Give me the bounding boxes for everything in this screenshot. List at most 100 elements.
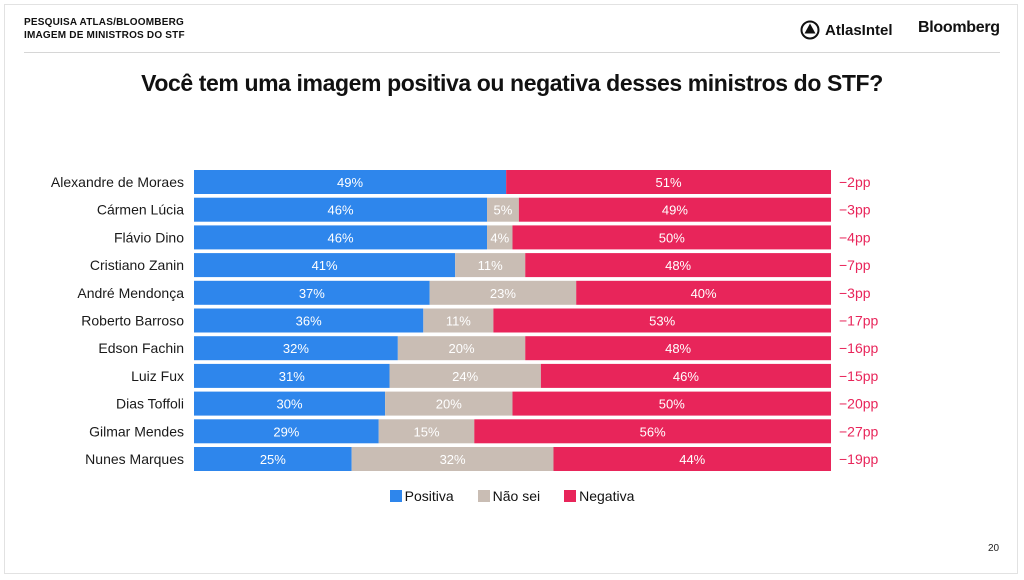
- bar-segment-positiva-nunes-marques: [194, 447, 352, 471]
- category-label-luiz-fux: Luiz Fux: [131, 368, 184, 384]
- survey-topic: IMAGEM DE MINISTROS DO STF: [24, 30, 185, 41]
- bar-segment-positiva-alexandre-de-moraes: [194, 170, 507, 194]
- data-label-nao-sei-carmen-lucia: 5%: [494, 203, 513, 218]
- net-label-flavio-dino: −4pp: [839, 229, 871, 245]
- data-label-positiva-carmen-lucia: 46%: [327, 203, 353, 218]
- bar-segment-negativa-flavio-dino: [512, 225, 831, 250]
- data-label-positiva-andre-mendonca: 37%: [299, 286, 325, 301]
- data-label-negativa-flavio-dino: 50%: [659, 230, 685, 245]
- data-label-negativa-andre-mendonca: 40%: [691, 286, 717, 301]
- bar-segment-nao-sei-andre-mendonca: [429, 280, 577, 305]
- data-label-negativa-roberto-barroso: 53%: [649, 314, 675, 329]
- bar-segment-nao-sei-edson-fachin: [397, 336, 526, 361]
- legend-item-nao-sei: Não sei: [477, 488, 541, 504]
- bar-segment-negativa-luiz-fux: [540, 363, 831, 388]
- bar-segment-positiva-flavio-dino: [194, 225, 488, 250]
- category-label-flavio-dino: Flávio Dino: [114, 229, 184, 245]
- data-label-positiva-flavio-dino: 46%: [327, 230, 353, 245]
- data-label-nao-sei-nunes-marques: 32%: [440, 452, 466, 467]
- category-label-gilmar-mendes: Gilmar Mendes: [89, 423, 184, 439]
- data-label-negativa-nunes-marques: 44%: [679, 452, 705, 467]
- data-label-nao-sei-gilmar-mendes: 15%: [413, 424, 439, 439]
- category-label-dias-toffoli: Dias Toffoli: [116, 396, 184, 412]
- category-label-roberto-barroso: Roberto Barroso: [81, 313, 184, 329]
- category-label-alexandre-de-moraes: Alexandre de Moraes: [51, 174, 184, 190]
- atlasintel-logo: AtlasIntel: [800, 18, 893, 42]
- bar-segment-nao-sei-cristiano-zanin: [455, 253, 526, 278]
- bar-segment-negativa-carmen-lucia: [518, 197, 831, 222]
- bar-segment-positiva-dias-toffoli: [194, 391, 386, 416]
- data-label-negativa-cristiano-zanin: 48%: [665, 258, 691, 273]
- category-label-andre-mendonca: André Mendonça: [77, 285, 184, 301]
- bar-segment-negativa-roberto-barroso: [493, 308, 831, 333]
- data-label-positiva-gilmar-mendes: 29%: [273, 424, 299, 439]
- category-label-nunes-marques: Nunes Marques: [85, 451, 184, 467]
- atlasintel-mark-icon: [800, 20, 820, 40]
- slide-frame: [4, 4, 1018, 574]
- legend-swatch-negativa: [564, 490, 577, 502]
- data-label-positiva-nunes-marques: 25%: [260, 452, 286, 467]
- bar-segment-positiva-roberto-barroso: [194, 308, 424, 333]
- net-label-nunes-marques: −19pp: [839, 451, 879, 467]
- bar-segment-nao-sei-gilmar-mendes: [378, 419, 475, 444]
- page-number: 20: [988, 543, 1000, 554]
- bar-segment-negativa-andre-mendonca: [576, 280, 831, 305]
- data-label-negativa-luiz-fux: 46%: [673, 369, 699, 384]
- legend-label-positiva: Positiva: [404, 488, 454, 504]
- data-label-negativa-gilmar-mendes: 56%: [640, 424, 666, 439]
- data-label-positiva-edson-fachin: 32%: [283, 341, 309, 356]
- net-label-luiz-fux: −15pp: [839, 368, 879, 384]
- chart-title: Você tem uma imagem positiva ou negativa…: [141, 70, 883, 96]
- bar-segment-positiva-gilmar-mendes: [194, 419, 379, 444]
- data-label-negativa-alexandre-de-moraes: 51%: [656, 175, 682, 190]
- legend-swatch-nao-sei: [477, 490, 490, 502]
- bloomberg-logo: Bloomberg: [918, 19, 1000, 36]
- net-label-edson-fachin: −16pp: [839, 340, 879, 356]
- net-label-cristiano-zanin: −7pp: [839, 257, 871, 273]
- bar-segment-positiva-andre-mendonca: [194, 280, 430, 305]
- legend-label-negativa: Negativa: [579, 488, 635, 504]
- legend-label-nao-sei: Não sei: [492, 488, 541, 504]
- net-label-roberto-barroso: −17pp: [839, 313, 879, 329]
- legend-item-negativa: Negativa: [564, 488, 634, 504]
- data-label-nao-sei-dias-toffoli: 20%: [436, 397, 462, 412]
- bar-segment-negativa-nunes-marques: [553, 447, 831, 471]
- bar-segment-nao-sei-nunes-marques: [351, 447, 554, 471]
- data-label-positiva-dias-toffoli: 30%: [277, 397, 303, 412]
- data-label-nao-sei-flavio-dino: 4%: [490, 230, 509, 245]
- legend-swatch-positiva: [389, 490, 402, 502]
- bar-segment-positiva-luiz-fux: [194, 363, 390, 388]
- bar-segment-negativa-edson-fachin: [525, 336, 831, 361]
- bar-segment-nao-sei-flavio-dino: [487, 225, 513, 250]
- net-label-gilmar-mendes: −27pp: [839, 423, 879, 439]
- bar-segment-negativa-dias-toffoli: [512, 391, 831, 416]
- legend-item-positiva: Positiva: [389, 488, 454, 504]
- net-label-carmen-lucia: −3pp: [839, 202, 871, 218]
- bar-segment-nao-sei-roberto-barroso: [423, 308, 494, 333]
- bar-segment-positiva-cristiano-zanin: [194, 253, 456, 278]
- data-label-nao-sei-edson-fachin: 20%: [449, 341, 475, 356]
- category-label-edson-fachin: Edson Fachin: [98, 340, 184, 356]
- data-label-nao-sei-cristiano-zanin: 11%: [478, 258, 503, 273]
- bar-segment-positiva-carmen-lucia: [194, 197, 488, 222]
- data-label-negativa-edson-fachin: 48%: [665, 341, 691, 356]
- bar-segment-negativa-gilmar-mendes: [474, 419, 831, 444]
- bar-segment-negativa-alexandre-de-moraes: [506, 170, 831, 194]
- bar-segment-positiva-edson-fachin: [194, 336, 398, 361]
- data-label-negativa-dias-toffoli: 50%: [659, 397, 685, 412]
- data-label-positiva-alexandre-de-moraes: 49%: [337, 175, 363, 190]
- net-label-dias-toffoli: −20pp: [839, 396, 879, 412]
- data-label-nao-sei-roberto-barroso: 11%: [446, 314, 471, 329]
- survey-name: PESQUISA ATLAS/BLOOMBERG: [24, 17, 184, 28]
- chart-legend: Positiva Não sei Negativa: [0, 488, 1024, 504]
- data-label-negativa-carmen-lucia: 49%: [662, 203, 688, 218]
- data-label-nao-sei-andre-mendonca: 23%: [490, 286, 516, 301]
- bar-segment-negativa-cristiano-zanin: [525, 253, 831, 278]
- category-label-cristiano-zanin: Cristiano Zanin: [90, 257, 184, 273]
- category-label-carmen-lucia: Cármen Lúcia: [97, 202, 184, 218]
- header-divider: [24, 52, 1000, 53]
- data-label-positiva-luiz-fux: 31%: [279, 369, 305, 384]
- data-label-positiva-cristiano-zanin: 41%: [312, 258, 338, 273]
- bar-segment-nao-sei-luiz-fux: [389, 363, 541, 388]
